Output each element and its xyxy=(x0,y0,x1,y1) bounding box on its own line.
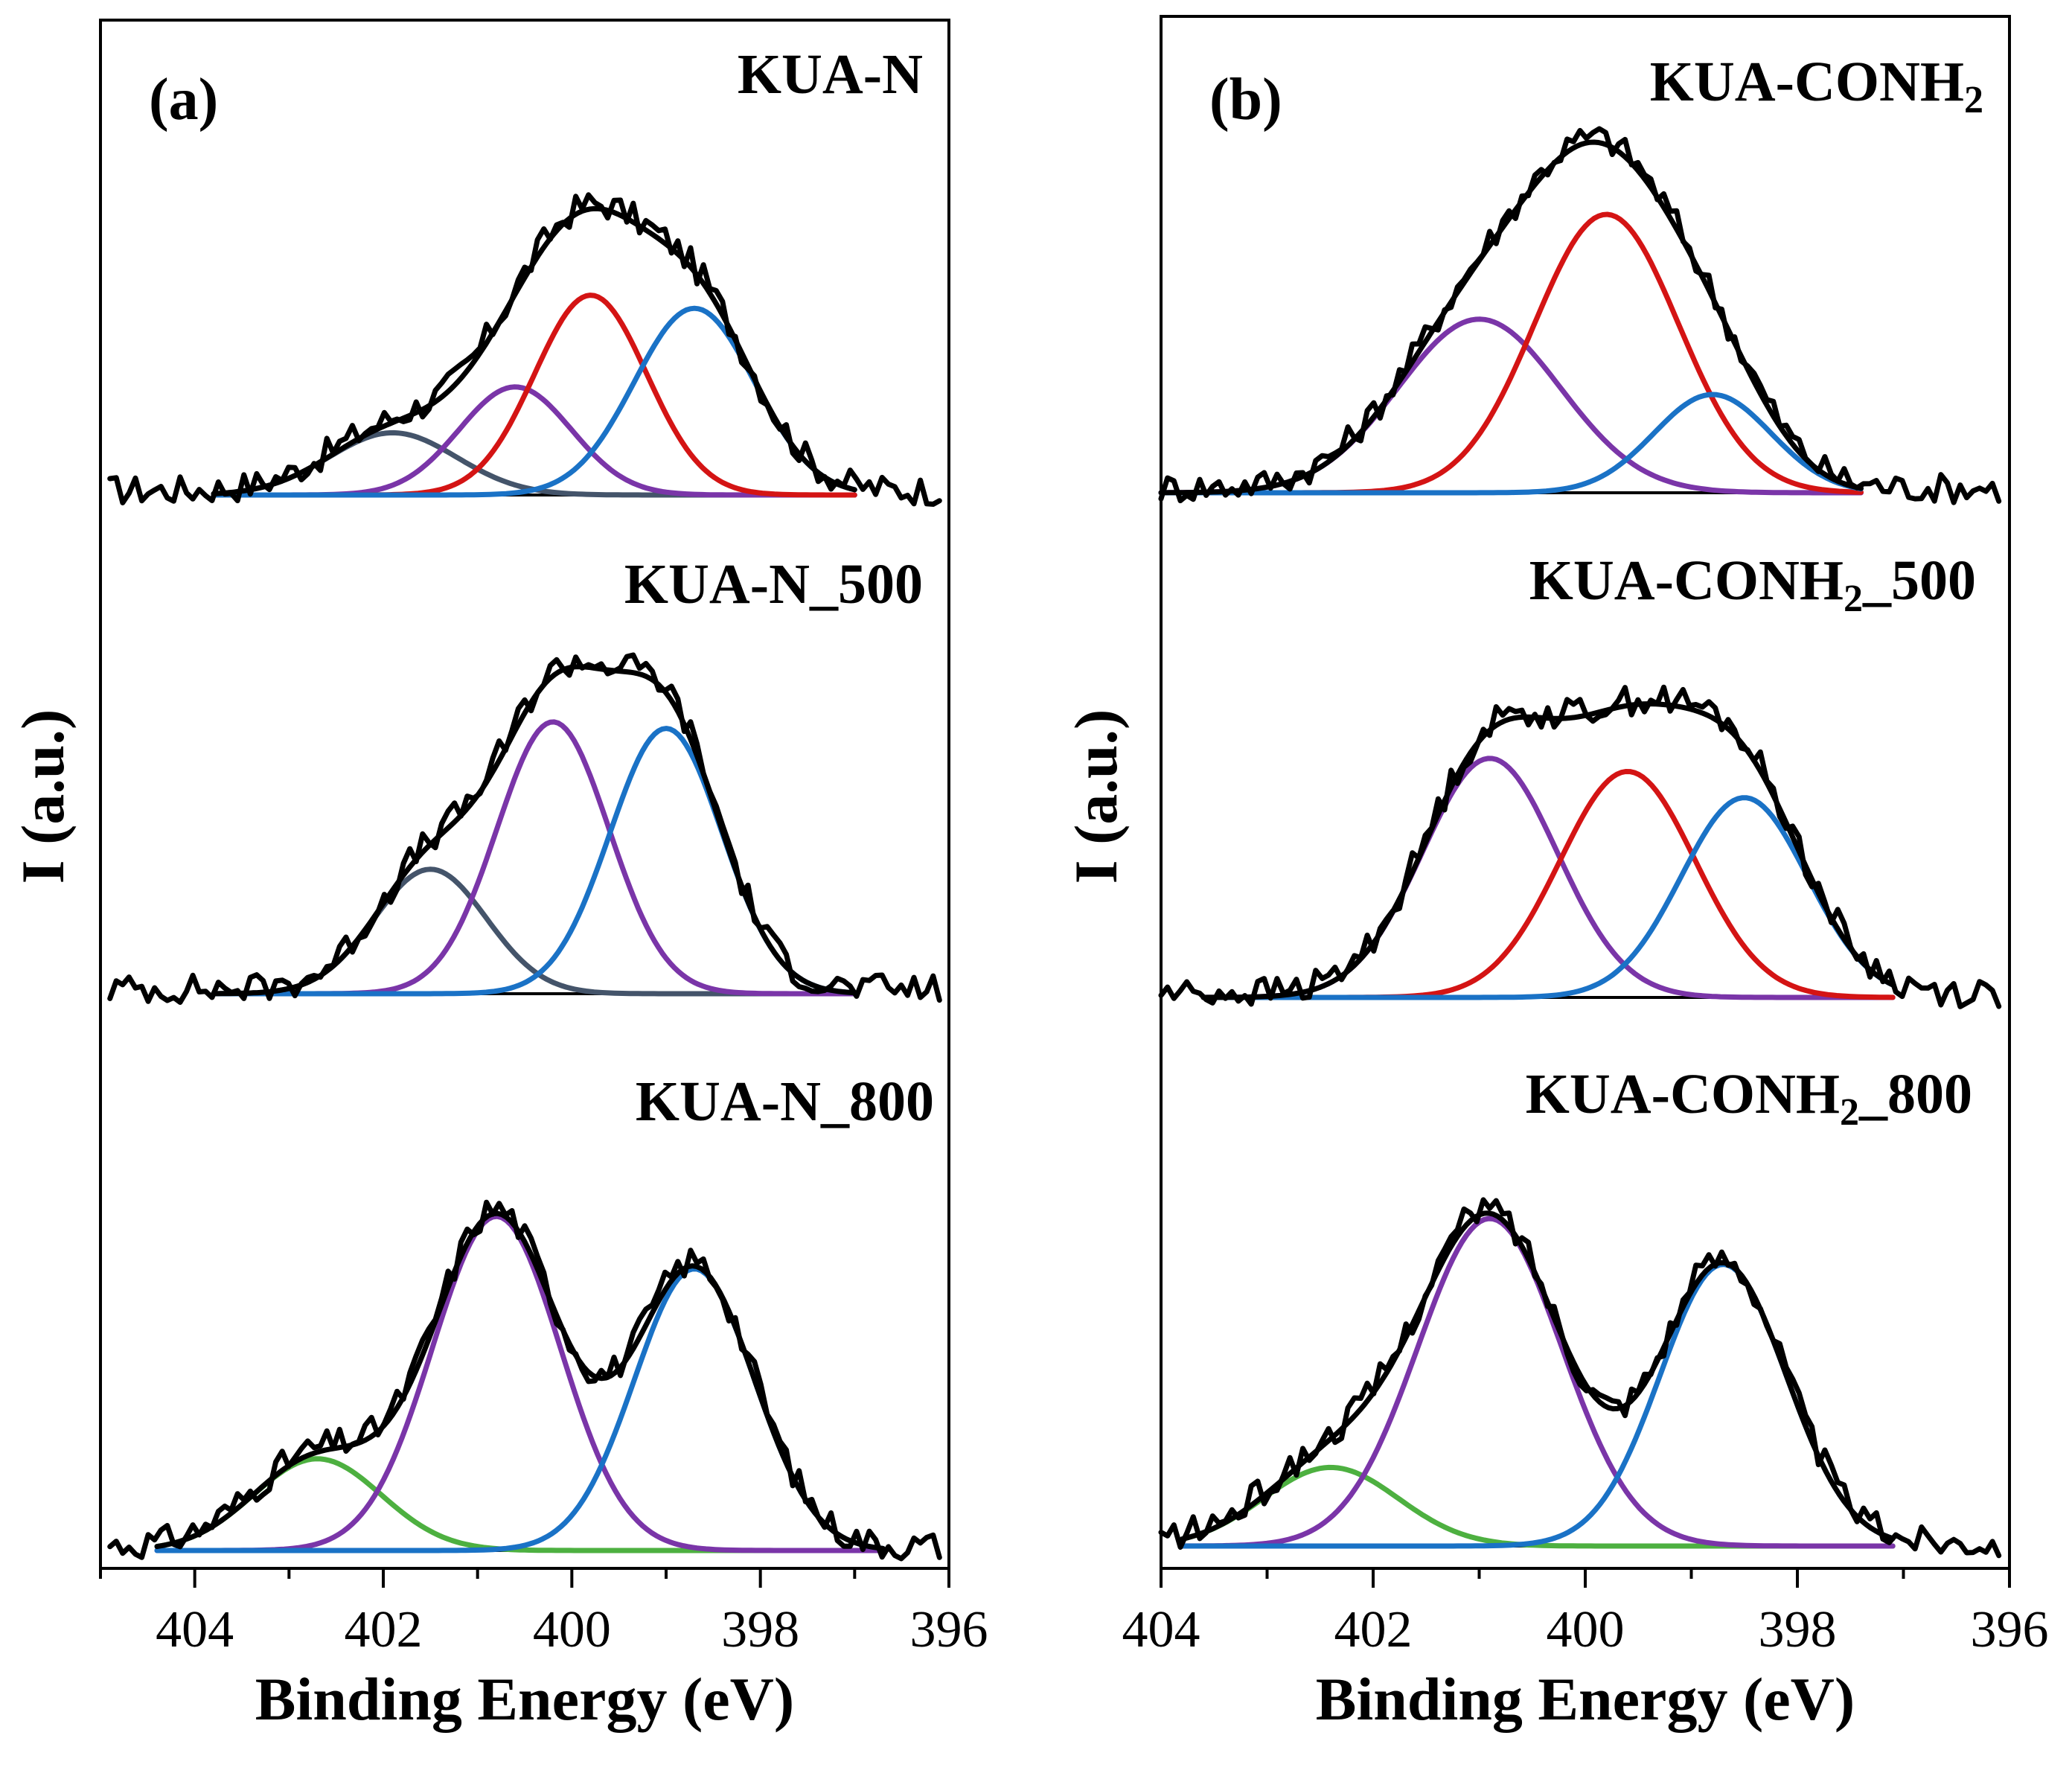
spectrum-curves xyxy=(1158,126,2002,505)
x-tick-label: 404 xyxy=(156,1601,234,1658)
panel-a-x-ticks: 404 402 400 398 396 xyxy=(99,1568,988,1658)
x-tick-label: 402 xyxy=(1334,1601,1413,1658)
spectrum-kua-n: KUA-N xyxy=(107,43,942,507)
raw-spectrum-line xyxy=(1158,684,2002,1009)
spectrum-label: KUA-N_800 xyxy=(636,1070,934,1133)
spectrum-curves xyxy=(1158,1197,2002,1559)
x-tick-label: 396 xyxy=(1971,1601,2049,1658)
pyridinic-peak xyxy=(1158,392,1864,496)
envelope-fit-line xyxy=(1200,701,1896,1000)
panel-b-label: (b) xyxy=(1209,67,1282,132)
pyridinic-peak xyxy=(1180,1262,1896,1549)
pyridinic-peak xyxy=(154,1266,886,1553)
spectrum-kua-conh2: KUA-CONH2 xyxy=(1158,51,2002,505)
spectrum-label: KUA-CONH2_800 xyxy=(1526,1063,1972,1134)
x-tick-label: 400 xyxy=(1547,1601,1625,1658)
x-tick-label: 400 xyxy=(533,1601,611,1658)
spectrum-label: KUA-CONH2_500 xyxy=(1529,549,1976,620)
x-tick-label: 396 xyxy=(910,1601,988,1658)
envelope-fit-line xyxy=(211,205,857,496)
x-tick-label: 402 xyxy=(345,1601,423,1658)
panel-b: 404 402 400 398 396 (b) Binding Energy (eV) … xyxy=(1062,15,2049,1733)
oxidized-peak xyxy=(1180,1464,1896,1549)
spectrum-label: KUA-N xyxy=(738,43,923,106)
panel-a-frame xyxy=(99,19,950,1570)
spectrum-kua-n-800: KUA-N_800 xyxy=(107,1070,942,1562)
spectrum-label: KUA-N_500 xyxy=(624,553,923,616)
x-tick-label: 404 xyxy=(1122,1601,1200,1658)
spectrum-curves xyxy=(107,192,942,507)
panel-a-y-axis-label: I (a.u.) xyxy=(9,709,77,884)
raw-spectrum-line xyxy=(107,1199,942,1562)
amine-peak xyxy=(154,1213,886,1553)
raw-spectrum-line xyxy=(107,192,942,507)
envelope-fit-line xyxy=(154,1210,886,1551)
panel-b-y-axis-label: I (a.u.) xyxy=(1062,709,1130,884)
amine-peak xyxy=(211,719,857,997)
panel-b-frame xyxy=(1160,15,2011,1570)
panel-b-x-ticks: 404 402 400 398 396 xyxy=(1122,1568,2049,1658)
spectrum-curves xyxy=(107,652,942,1005)
amine-peak xyxy=(1200,756,1896,1000)
panel-a-x-axis-label: Binding Energy (eV) xyxy=(255,1665,794,1733)
envelope-fit-line xyxy=(1180,1210,1896,1542)
x-tick-label: 398 xyxy=(721,1601,799,1658)
pyridinic-peak xyxy=(211,726,857,997)
graphitic-peak xyxy=(211,429,857,498)
amine-peak xyxy=(1158,316,1864,496)
amine-peak xyxy=(211,384,857,498)
spectrum-kua-n-500: KUA-N_500 xyxy=(107,553,942,1005)
spectrum-kua-conh2-800: KUA-CONH2_800 xyxy=(1158,1063,2002,1559)
panel-a-label: (a) xyxy=(149,67,218,132)
pyrrolic-peak xyxy=(1200,769,1896,1000)
spectrum-curves xyxy=(1158,684,2002,1009)
x-tick-label: 398 xyxy=(1759,1601,1837,1658)
spectrum-curves xyxy=(107,1199,942,1562)
raw-spectrum-line xyxy=(1158,126,2002,505)
pyridinic-peak xyxy=(1200,795,1896,1000)
panel-b-x-axis-label: Binding Energy (eV) xyxy=(1316,1665,1855,1733)
raw-spectrum-line xyxy=(107,652,942,1005)
panel-a: 404 402 400 398 396 (a) Binding Energy (eV) … xyxy=(9,19,988,1733)
spectrum-label: KUA-CONH2 xyxy=(1650,51,1983,121)
pyrrolic-peak xyxy=(1158,211,1864,496)
oxidized-peak xyxy=(154,1456,886,1553)
spectrum-kua-conh2-500: KUA-CONH2_500 xyxy=(1158,549,2002,1009)
envelope-fit-line xyxy=(1158,139,1864,496)
envelope-fit-line xyxy=(211,664,857,997)
